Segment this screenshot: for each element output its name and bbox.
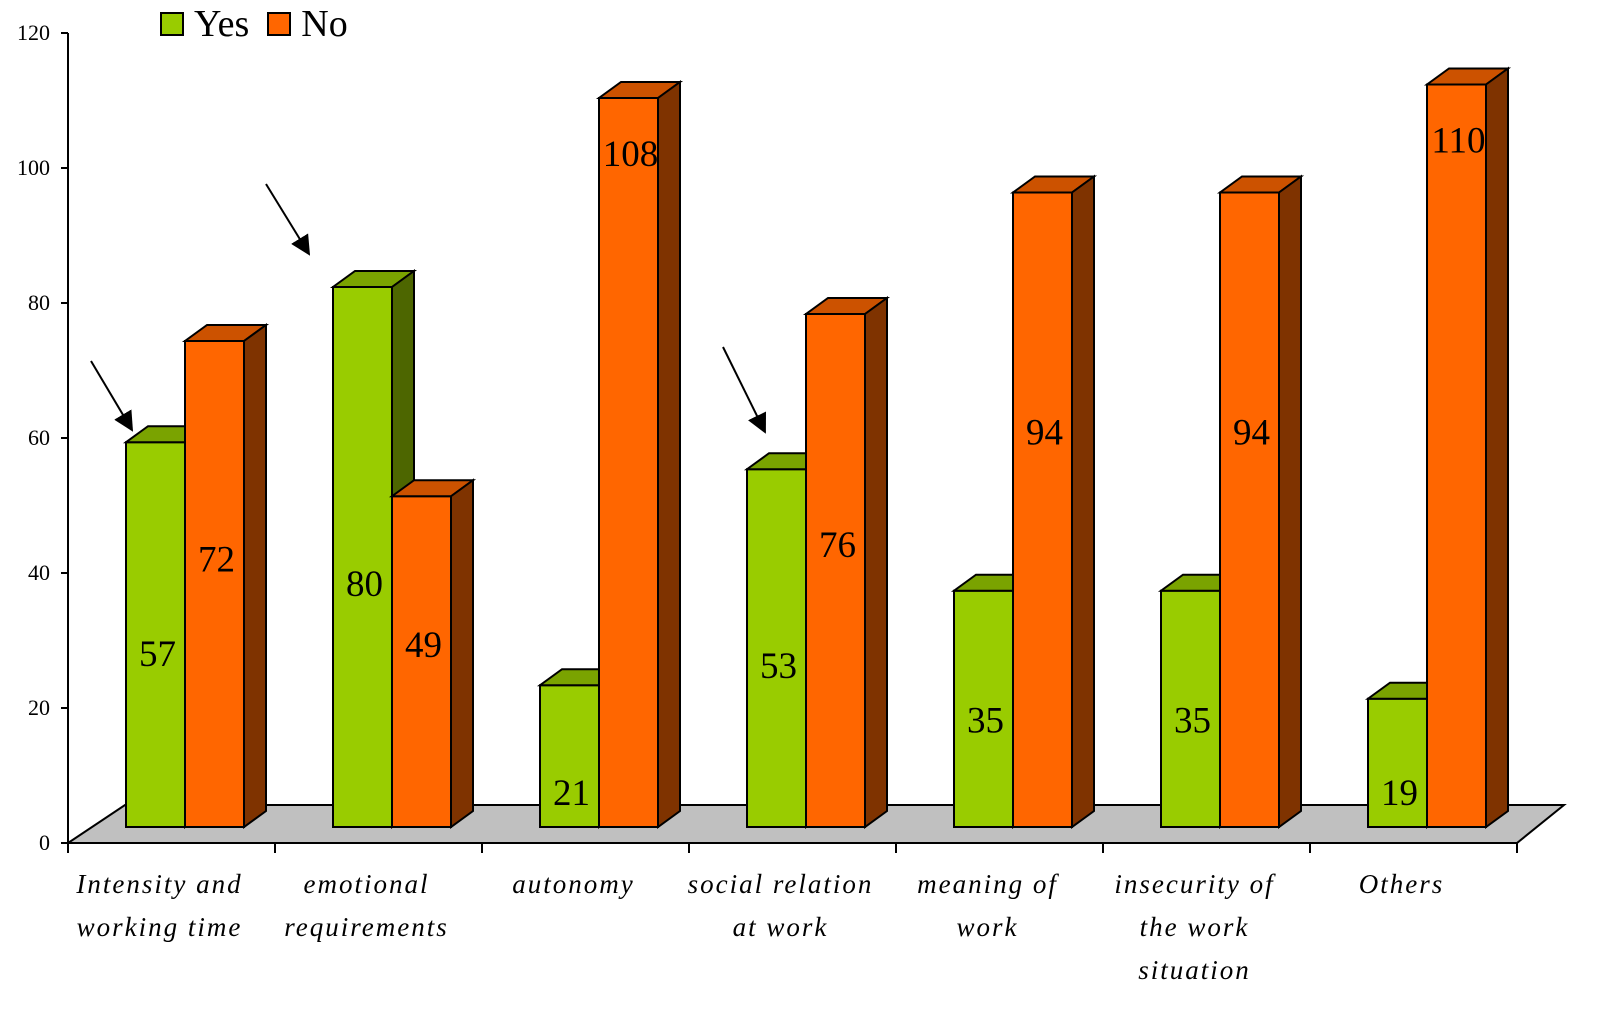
legend-swatch-no [267, 12, 292, 36]
bar-no-front [598, 97, 659, 828]
bar-yes-front [332, 286, 393, 828]
data-label-no: 72 [198, 540, 235, 581]
data-label-yes: 80 [346, 564, 383, 605]
bar-no-side [1071, 174, 1095, 829]
y-tick-label: 100 [17, 155, 50, 180]
data-label-no: 94 [1026, 413, 1063, 454]
category-label: at work [733, 912, 829, 942]
data-label-yes: 57 [139, 634, 176, 675]
bar-no-front [1426, 83, 1487, 828]
data-label-no: 110 [1431, 121, 1485, 162]
y-tick-label: 60 [28, 425, 50, 450]
data-label-no: 108 [603, 134, 659, 175]
bar-no-side [864, 296, 888, 829]
y-tick-label: 80 [28, 290, 50, 315]
category-label: insecurity of [1114, 869, 1276, 899]
data-label-yes: 21 [553, 773, 590, 814]
legend-label-yes: Yes [194, 3, 250, 45]
category-label: Others [1359, 869, 1445, 899]
data-label-no: 94 [1233, 413, 1270, 454]
category-label: requirements [284, 912, 448, 942]
legend-item-no: No [267, 2, 348, 46]
bar-no-front [1012, 191, 1073, 828]
bar-yes-front [539, 684, 600, 828]
category-label: working time [77, 912, 243, 942]
category-label: Intensity and [75, 869, 242, 899]
annotation-arrow [265, 183, 311, 256]
legend: Yes No [160, 2, 366, 46]
y-tick-label: 40 [28, 560, 50, 585]
bar-yes-front [746, 468, 807, 828]
data-label-yes: 35 [967, 701, 1004, 742]
y-tick-label: 20 [28, 695, 50, 720]
bar-no-side [1485, 66, 1509, 829]
data-label-yes: 19 [1381, 773, 1418, 814]
annotation-arrow [722, 346, 766, 434]
category-label: autonomy [512, 869, 634, 899]
category-label: the work [1140, 912, 1250, 942]
bar-no-front [805, 313, 866, 828]
y-tick-label: 120 [17, 20, 50, 45]
bar-no-side [243, 323, 267, 829]
bar-no-front [1219, 191, 1280, 828]
y-tick-label: 0 [39, 830, 50, 855]
bar-no-front [184, 340, 245, 828]
category-label: work [957, 912, 1019, 942]
bar-yes-front [1160, 589, 1221, 828]
category-label: meaning of [917, 869, 1059, 899]
bar-no-front [391, 495, 452, 828]
data-label-no: 76 [819, 525, 856, 566]
category-label: social relation [688, 869, 874, 899]
bar-no-side [657, 80, 681, 829]
annotation-arrow [90, 360, 134, 432]
category-label: situation [1138, 955, 1251, 985]
bar-no-side [1278, 174, 1302, 829]
legend-item-yes: Yes [160, 2, 249, 46]
data-label-yes: 53 [760, 646, 797, 687]
data-label-no: 49 [405, 625, 442, 666]
bar-no-side [450, 478, 474, 829]
legend-swatch-yes [160, 12, 184, 36]
legend-label-no: No [301, 3, 348, 45]
data-label-yes: 35 [1174, 701, 1211, 742]
category-label: emotional [304, 869, 430, 899]
